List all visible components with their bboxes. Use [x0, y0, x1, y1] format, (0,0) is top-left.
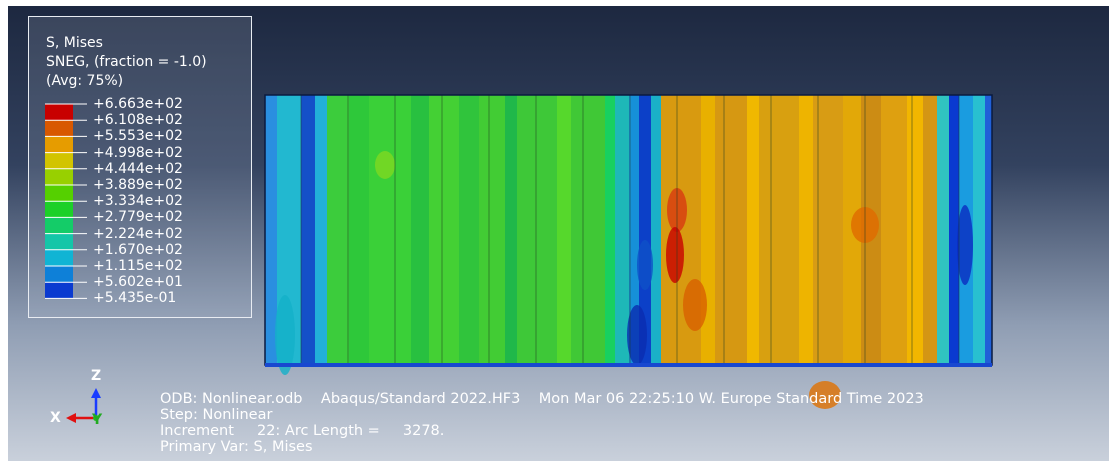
legend-label: +5.602e+01 — [93, 274, 183, 290]
stress-band — [517, 95, 557, 365]
legend-swatch — [45, 250, 73, 266]
axis-z-head — [91, 388, 101, 398]
stress-band — [327, 95, 349, 365]
legend-label: +2.224e+02 — [93, 226, 183, 242]
legend-label: +3.334e+02 — [93, 193, 183, 209]
stress-band — [799, 95, 813, 365]
legend-swatch — [45, 282, 73, 298]
axis-label: Z — [91, 368, 101, 384]
stress-band — [411, 95, 429, 365]
stress-band — [301, 95, 315, 365]
legend-swatch — [45, 201, 73, 217]
stress-spot — [637, 240, 653, 290]
stress-band — [701, 95, 715, 365]
stress-band — [881, 95, 907, 365]
legend-swatch — [45, 266, 73, 282]
legend-label: +5.435e-01 — [93, 290, 176, 306]
legend-label: +5.553e+02 — [93, 128, 183, 144]
info-line: Step: Nonlinear — [160, 407, 272, 423]
axis-x-head — [66, 413, 76, 423]
legend-swatch — [45, 153, 73, 169]
legend-label: +4.444e+02 — [93, 161, 183, 177]
stress-band — [973, 95, 985, 365]
stress-band — [369, 95, 411, 365]
stress-band — [907, 95, 923, 365]
legend-label: +1.670e+02 — [93, 242, 183, 258]
legend-label: +1.115e+02 — [93, 258, 183, 274]
stress-band — [949, 95, 959, 365]
stress-band — [459, 95, 479, 365]
axis-label: X — [50, 410, 61, 426]
stress-spot — [375, 151, 395, 179]
legend-swatch — [45, 104, 73, 120]
stress-band — [747, 95, 759, 365]
legend-label: +2.779e+02 — [93, 209, 183, 225]
stress-band — [265, 95, 277, 365]
stress-band — [923, 95, 937, 365]
legend-swatch — [45, 185, 73, 201]
legend-swatch — [45, 120, 73, 136]
stress-band — [715, 95, 747, 365]
stress-spot — [666, 227, 684, 283]
stress-band — [557, 95, 571, 365]
stress-band — [937, 95, 949, 365]
legend-label: +3.889e+02 — [93, 177, 183, 193]
legend-swatch — [45, 136, 73, 152]
legend-swatch — [45, 169, 73, 185]
stress-spot — [683, 279, 707, 331]
legend-swatch — [45, 234, 73, 250]
info-line: ODB: Nonlinear.odb Abaqus/Standard 2022.… — [160, 391, 924, 407]
stress-band — [605, 95, 615, 365]
info-line: Increment 22: Arc Length = 3278. — [160, 423, 444, 439]
axis-label: Y — [92, 412, 102, 428]
legend-swatch — [45, 217, 73, 233]
stress-band — [615, 95, 629, 365]
stress-band — [571, 95, 605, 365]
legend-label: +6.108e+02 — [93, 112, 183, 128]
stress-band — [985, 95, 992, 365]
stress-band — [429, 95, 459, 365]
stress-band — [315, 95, 327, 365]
stress-band — [349, 95, 369, 365]
stress-band — [759, 95, 799, 365]
page: {"legend": {"lines": ["S, Mises", "SNEG,… — [0, 0, 1109, 461]
stress-band — [479, 95, 505, 365]
legend-label: +6.663e+02 — [93, 96, 183, 112]
stress-band — [505, 95, 517, 365]
stress-band — [651, 95, 661, 365]
info-line: Primary Var: S, Mises — [160, 439, 313, 455]
legend-label: +4.998e+02 — [93, 145, 183, 161]
